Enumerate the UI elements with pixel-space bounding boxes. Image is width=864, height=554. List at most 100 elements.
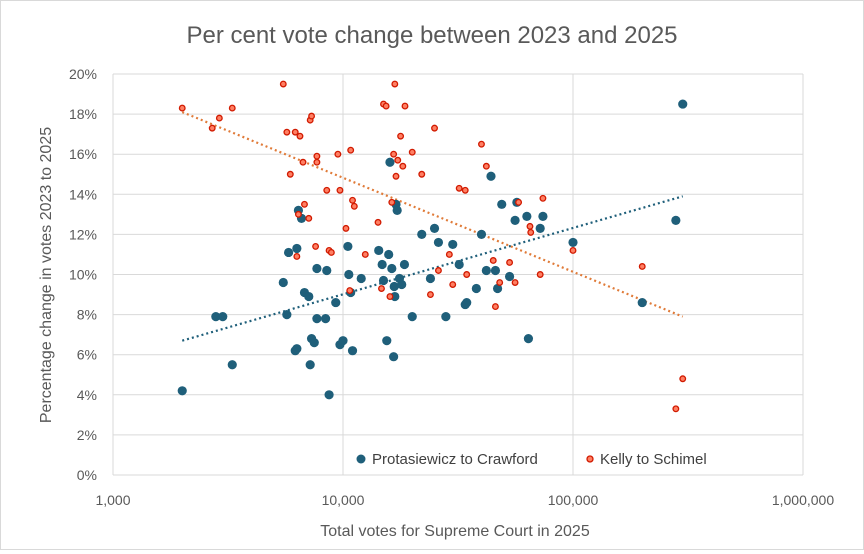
point-protasiewicz: [538, 211, 548, 221]
point-kelly: [397, 132, 405, 140]
point-kelly: [408, 148, 416, 156]
gridlines: [112, 73, 804, 476]
point-protasiewicz: [344, 269, 354, 280]
y-tick-label: 12%: [69, 226, 97, 242]
point-kelly: [336, 186, 344, 194]
x-axis-title: Total votes for Supreme Court in 2025: [320, 523, 590, 540]
point-protasiewicz: [278, 277, 288, 288]
point-protasiewicz: [322, 265, 332, 276]
point-kelly: [672, 405, 680, 413]
point-kelly: [312, 242, 320, 250]
point-kelly: [638, 263, 646, 270]
x-tick-label: 1,000: [95, 492, 130, 508]
point-kelly: [434, 267, 442, 274]
point-kelly: [489, 257, 497, 264]
point-kelly: [346, 287, 354, 294]
point-kelly: [418, 170, 426, 178]
point-protasiewicz: [510, 215, 520, 225]
point-protasiewicz: [481, 265, 491, 276]
point-protasiewicz: [492, 283, 503, 294]
y-tick-label: 14%: [69, 186, 97, 202]
point-protasiewicz: [497, 199, 507, 209]
y-tick-label: 16%: [69, 146, 97, 162]
point-protasiewicz: [392, 205, 402, 215]
point-protasiewicz: [177, 386, 187, 396]
point-kelly: [461, 186, 469, 194]
point-protasiewicz: [441, 312, 451, 322]
point-kelly: [299, 158, 307, 166]
point-kelly: [449, 281, 457, 288]
point-protasiewicz: [389, 281, 399, 292]
point-protasiewicz: [504, 271, 515, 282]
point-kelly: [334, 150, 342, 158]
point-protasiewicz: [324, 390, 334, 400]
point-protasiewicz: [282, 310, 292, 320]
point-kelly: [511, 279, 519, 286]
point-protasiewicz: [486, 171, 496, 181]
point-kelly: [478, 140, 485, 148]
point-protasiewicz: [305, 360, 315, 370]
point-protasiewicz: [462, 297, 472, 308]
point-protasiewicz: [417, 229, 427, 239]
legend-label-kelly: Kelly to Schimel: [600, 451, 707, 468]
y-tick-label: 20%: [69, 66, 97, 82]
point-protasiewicz: [476, 229, 487, 239]
point-kelly: [399, 162, 407, 170]
y-tick-label: 4%: [77, 387, 97, 403]
point-protasiewicz: [387, 263, 397, 274]
point-kelly: [208, 124, 216, 132]
point-kelly: [361, 250, 369, 258]
point-kelly: [527, 228, 535, 236]
point-protasiewicz: [320, 314, 331, 324]
point-kelly: [463, 271, 471, 278]
point-protasiewicz: [309, 338, 319, 348]
point-protasiewicz: [356, 273, 366, 284]
point-protasiewicz: [283, 247, 294, 258]
point-kelly: [301, 200, 308, 208]
point-protasiewicz: [218, 312, 228, 322]
point-protasiewicz: [343, 241, 353, 252]
x-tick-label: 1,000,000: [772, 492, 834, 508]
x-tick-label: 100,000: [548, 492, 599, 508]
point-protasiewicz: [425, 273, 436, 284]
point-protasiewicz: [678, 99, 688, 109]
point-protasiewicz: [211, 312, 221, 322]
legend: Protasiewicz to Crawford Kelly to Schime…: [356, 451, 707, 468]
point-protasiewicz: [429, 223, 440, 233]
point-kelly: [426, 291, 434, 298]
trendline-protasiewicz: [181, 195, 684, 342]
point-kelly: [296, 132, 304, 140]
point-protasiewicz: [390, 291, 400, 302]
point-protasiewicz: [382, 336, 392, 346]
point-kelly: [313, 158, 321, 166]
point-kelly: [308, 112, 316, 120]
point-protasiewicz: [347, 346, 358, 356]
point-kelly: [286, 170, 294, 178]
point-protasiewicz: [227, 360, 237, 370]
point-protasiewicz: [397, 279, 407, 290]
chart-title: Per cent vote change between 2023 and 20…: [186, 22, 677, 49]
point-kelly: [386, 293, 394, 301]
point-kelly: [378, 285, 385, 292]
y-tick-label: 0%: [77, 467, 97, 483]
point-protasiewicz: [522, 211, 532, 221]
point-kelly: [394, 156, 402, 164]
point-kelly: [388, 198, 396, 206]
point-protasiewicz: [399, 259, 410, 270]
point-kelly: [482, 162, 490, 170]
point-kelly: [294, 210, 302, 218]
point-kelly: [496, 279, 504, 286]
point-kelly: [350, 202, 358, 210]
point-protasiewicz: [671, 215, 681, 225]
point-kelly: [401, 102, 409, 110]
point-kelly: [679, 375, 687, 383]
x-tick-label: 10,000: [322, 492, 365, 508]
y-tick-label: 10%: [69, 267, 97, 283]
x-axis-ticks: 1,000 10,000 100,000 1,000,000: [95, 492, 834, 508]
point-protasiewicz: [490, 265, 501, 276]
y-tick-label: 6%: [77, 347, 97, 363]
point-kelly: [569, 246, 577, 254]
point-protasiewicz: [448, 239, 458, 250]
data-points: [177, 80, 688, 413]
